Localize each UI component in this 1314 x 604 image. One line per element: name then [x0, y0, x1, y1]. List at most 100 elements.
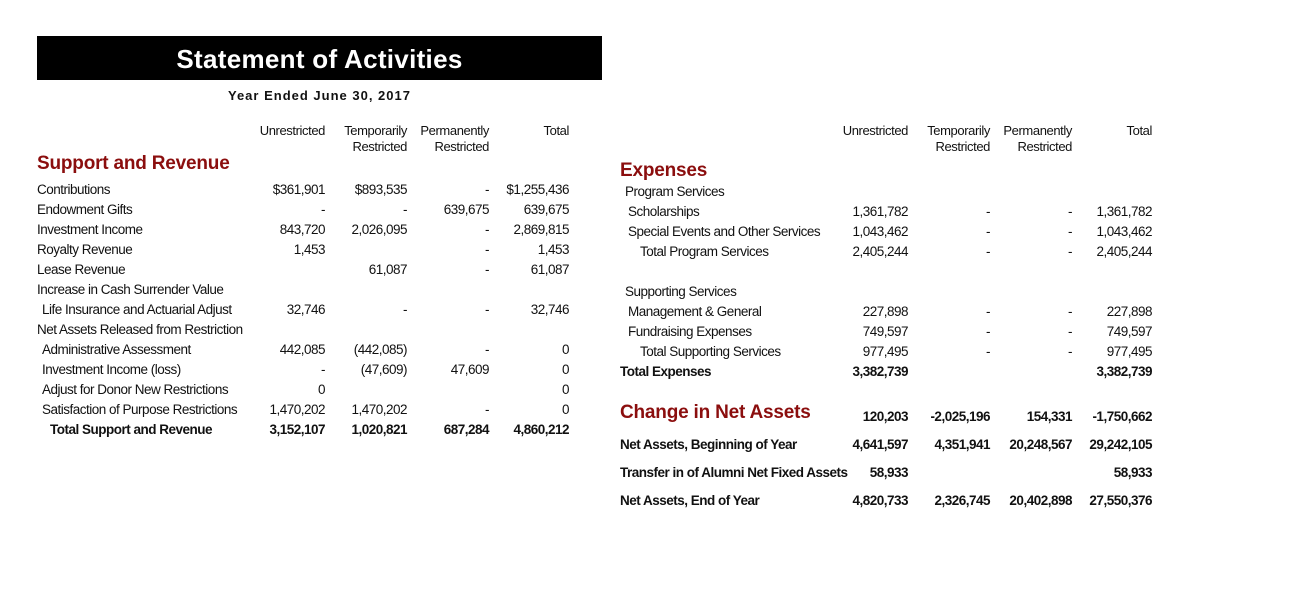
- row-value: 0: [561, 402, 570, 417]
- row-label: Total Support and Revenue: [50, 422, 213, 437]
- row-value: -1,750,662: [1092, 409, 1152, 424]
- row-value: 1,020,821: [351, 422, 407, 437]
- row-value: 47,609: [450, 362, 490, 377]
- row-label: Royalty Revenue: [37, 242, 133, 257]
- row-label: Fundraising Expenses: [628, 324, 752, 339]
- row-label: Endowment Gifts: [37, 202, 133, 217]
- row-value: -: [321, 362, 326, 377]
- row-value: 20,248,567: [1009, 437, 1072, 452]
- row-value: -: [485, 182, 490, 197]
- row-value: 1,043,462: [1096, 224, 1152, 239]
- row-value: 3,382,739: [1096, 364, 1152, 379]
- table-row: Satisfaction of Purpose Restrictions 1,47…: [0, 400, 1314, 420]
- row-value: 61,087: [368, 262, 408, 277]
- row-value: -: [986, 244, 991, 259]
- expenses-heading: Expenses: [620, 160, 708, 181]
- row-value: 227,898: [1106, 304, 1153, 319]
- row-value: -: [485, 342, 490, 357]
- col-header-temp-l1: Temporarily: [344, 123, 407, 138]
- row-label: Supporting Services: [625, 284, 737, 299]
- table-row: Total Expenses 3,382,739 3,382,739: [0, 362, 1314, 382]
- col-header-perm-r-l1: Permanently: [1003, 123, 1072, 138]
- table-row: Net Assets Released from Restriction: [0, 320, 1314, 340]
- row-value: $1,255,436: [506, 182, 569, 197]
- row-value: 0: [561, 382, 570, 397]
- table-row: Fundraising Expenses 749,597 - - 749,597: [0, 322, 1314, 342]
- row-value: -: [1068, 224, 1073, 239]
- row-value: 27,550,376: [1089, 493, 1152, 508]
- row-label: Investment Income: [37, 222, 143, 237]
- change-in-net-assets-row: Change in Net Assets 120,203 -2,025,196 154…: [0, 402, 1314, 425]
- row-value: -: [1068, 204, 1073, 219]
- table-row: Investment Income (loss) - (47,609) 47,609 0: [0, 360, 1314, 380]
- row-value: 2,869,815: [513, 222, 569, 237]
- table-row: Adjust for Donor New Restrictions 0 0: [0, 380, 1314, 400]
- row-value: -: [485, 302, 490, 317]
- page-title: Statement of Activities: [37, 36, 602, 80]
- row-label: Adjust for Donor New Restrictions: [42, 382, 229, 397]
- table-row: Administrative Assessment 442,085 (442,085…: [0, 340, 1314, 360]
- row-value: 4,641,597: [852, 437, 908, 452]
- row-value: 0: [561, 362, 570, 377]
- row-value: -: [1068, 304, 1073, 319]
- row-value: 2,326,745: [934, 493, 990, 508]
- row-label: Total Supporting Services: [640, 344, 781, 359]
- row-value: 1,043,462: [852, 224, 908, 239]
- row-value: 749,597: [862, 324, 909, 339]
- row-value: 749,597: [1106, 324, 1153, 339]
- row-value: 1,453: [537, 242, 570, 257]
- row-value: -: [986, 224, 991, 239]
- row-value: 120,203: [862, 409, 909, 424]
- col-header-perm: Permanently Restricted: [389, 123, 489, 155]
- col-header-total-r: Total: [1126, 123, 1153, 138]
- col-header-temp-r: Temporarily Restricted: [890, 123, 990, 155]
- table-row: Life Insurance and Actuarial Adjust 32,74…: [0, 300, 1314, 320]
- row-value: -: [321, 202, 326, 217]
- row-value: 58,933: [869, 465, 909, 480]
- row-value: 977,495: [1106, 344, 1153, 359]
- table-row: Scholarships 1,361,782 - - 1,361,782: [0, 202, 1314, 222]
- row-label: Program Services: [625, 184, 725, 199]
- row-value: 4,860,212: [513, 422, 569, 437]
- table-row: Net Assets, End of Year 4,820,733 2,326,74…: [0, 491, 1314, 511]
- row-label: Management & General: [628, 304, 762, 319]
- row-label: Investment Income (loss): [42, 362, 181, 377]
- row-label: Scholarships: [628, 204, 700, 219]
- row-value: 0: [317, 382, 326, 397]
- row-value: -: [485, 222, 490, 237]
- table-row: Lease Revenue 61,087 - 61,087: [0, 260, 1314, 280]
- row-value: 227,898: [862, 304, 909, 319]
- row-value: 1,470,202: [351, 402, 407, 417]
- row-label: Net Assets, End of Year: [620, 493, 760, 508]
- table-row: Endowment Gifts - - 639,675 639,675: [0, 200, 1314, 220]
- row-value: 20,402,898: [1009, 493, 1072, 508]
- row-label: Total Expenses: [620, 364, 712, 379]
- col-header-perm-l1: Permanently: [420, 123, 489, 138]
- row-value: $361,901: [272, 182, 326, 197]
- col-header-perm-r: Permanently Restricted: [972, 123, 1072, 155]
- row-label: Increase in Cash Surrender Value: [37, 282, 224, 297]
- row-value: 1,453: [293, 242, 326, 257]
- row-value: (442,085): [353, 342, 408, 357]
- row-value: 2,405,244: [852, 244, 908, 259]
- row-value: 639,675: [443, 202, 490, 217]
- table-row: Total Supporting Services 977,495 - - 977,49…: [0, 342, 1314, 362]
- change-in-net-assets-label: Change in Net Assets: [620, 402, 811, 423]
- row-value: 4,820,733: [852, 493, 908, 508]
- table-row: Special Events and Other Services 1,043,4…: [0, 222, 1314, 242]
- row-label: Lease Revenue: [37, 262, 126, 277]
- row-label: Satisfaction of Purpose Restrictions: [42, 402, 238, 417]
- row-value: -: [1068, 344, 1073, 359]
- table-row: Supporting Services: [0, 282, 1314, 302]
- row-value: -: [403, 202, 408, 217]
- row-value: -: [1068, 244, 1073, 259]
- row-label: Contributions: [37, 182, 111, 197]
- row-value: 687,284: [443, 422, 490, 437]
- row-value: -: [986, 324, 991, 339]
- table-row: Investment Income 843,720 2,026,095 - 2,869,…: [0, 220, 1314, 240]
- table-row: Program Services: [0, 182, 1314, 202]
- col-header-temp-l2: Restricted: [352, 139, 407, 154]
- table-row: Net Assets, Beginning of Year 4,641,597 4,…: [0, 435, 1314, 455]
- row-label: Net Assets, Beginning of Year: [620, 437, 797, 452]
- table-row: Royalty Revenue 1,453 - 1,453: [0, 240, 1314, 260]
